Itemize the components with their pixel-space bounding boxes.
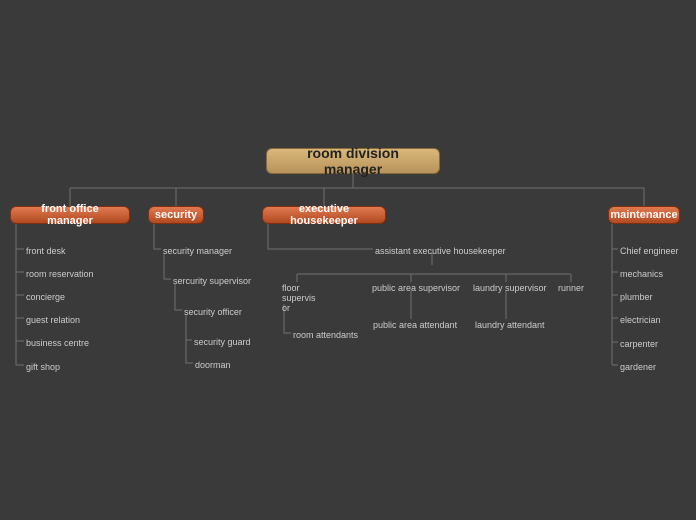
leaf-node: sercurity supervisor	[173, 276, 251, 286]
leaf-node: public area supervisor	[372, 283, 460, 293]
node-sec: security	[148, 206, 204, 224]
leaf-node: electrician	[620, 315, 661, 325]
leaf-node: security officer	[184, 307, 242, 317]
org-chart: { "theme": { "bg": "#3a3a3a", "line_colo…	[0, 0, 696, 520]
leaf-node: gardener	[620, 362, 656, 372]
leaf-node: assistant executive housekeeper	[375, 246, 506, 256]
node-root-label: room division manager	[277, 145, 429, 177]
leaf-node: room reservation	[26, 269, 94, 279]
leaf-node: floor supervis or	[282, 283, 322, 313]
node-eh: executive housekeeper	[262, 206, 386, 224]
leaf-node: runner	[558, 283, 584, 293]
connector	[268, 224, 373, 249]
leaf-node: guest relation	[26, 315, 80, 325]
node-fom: front office manager	[10, 206, 130, 224]
leaf-node: Chief engineer	[620, 246, 679, 256]
leaf-node: front desk	[26, 246, 66, 256]
leaf-node: mechanics	[620, 269, 663, 279]
leaf-node: public area attendant	[373, 320, 457, 330]
leaf-node: business centre	[26, 338, 89, 348]
connector	[186, 314, 192, 340]
connector-layer	[0, 0, 696, 520]
leaf-node: concierge	[26, 292, 65, 302]
leaf-node: plumber	[620, 292, 653, 302]
leaf-node: security manager	[163, 246, 232, 256]
node-root: room division manager	[266, 148, 440, 174]
leaf-node: laundry supervisor	[473, 283, 547, 293]
leaf-node: carpenter	[620, 339, 658, 349]
connector	[175, 284, 182, 310]
leaf-node: room attendants	[293, 330, 358, 340]
leaf-node: gift shop	[26, 362, 60, 372]
connector	[154, 224, 161, 249]
node-mnt: maintenance	[608, 206, 680, 224]
connector	[186, 340, 193, 363]
leaf-node: doorman	[195, 360, 231, 370]
leaf-node: security guard	[194, 337, 251, 347]
connector	[164, 253, 171, 279]
leaf-node: laundry attendant	[475, 320, 545, 330]
